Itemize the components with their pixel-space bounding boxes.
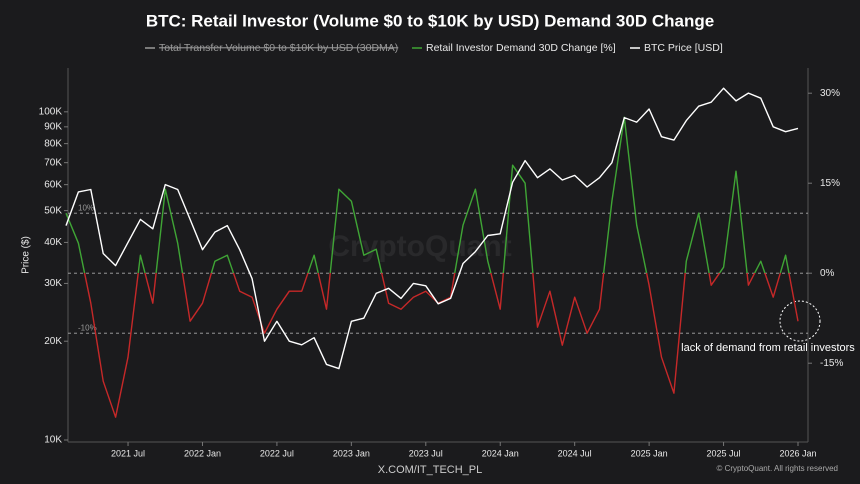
y-tick-label: 30K [44, 278, 62, 289]
y-tick-label: 40K [44, 237, 62, 248]
annotation: lack of demand from retail investors [681, 342, 855, 354]
reference-label: 10% [78, 203, 94, 212]
x-tick-label: 2024 Jul [558, 448, 592, 458]
x-tick-label: 2026 Jan [779, 448, 816, 458]
y-tick-label: 50K [44, 205, 62, 216]
y-tick-label: 60K [44, 179, 62, 190]
watermark: CryptoQuant [328, 230, 511, 263]
annotation-circle [779, 300, 821, 342]
x-tick-label: 2025 Jul [707, 448, 741, 458]
y-tick-label: 100K [39, 106, 63, 117]
x-tick-label: 2023 Jul [409, 448, 443, 458]
x-tick-label: 2022 Jan [184, 448, 221, 458]
y2-tick-label: 0% [820, 268, 835, 279]
y2-tick-label: 30% [820, 88, 840, 99]
y-tick-label: 70K [44, 157, 62, 168]
reference-label: -10% [78, 323, 97, 332]
series-line [65, 87, 799, 370]
chart-title: BTC: Retail Investor (Volume $0 to $10K … [146, 11, 714, 30]
y-axis-label: Price ($) [21, 236, 32, 274]
source: X.COM/IT_TECH_PL [378, 464, 483, 476]
y-tick-label: 20K [44, 336, 62, 347]
series-line [65, 116, 799, 418]
x-tick-label: 2021 Jul [111, 448, 145, 458]
legend-label: BTC Price [USD] [644, 42, 723, 54]
x-tick-label: 2024 Jan [482, 448, 519, 458]
y-tick-label: 10K [44, 435, 62, 446]
legend-label: Retail Investor Demand 30D Change [%] [426, 42, 616, 54]
y2-tick-label: 15% [820, 178, 840, 189]
x-tick-label: 2025 Jan [631, 448, 668, 458]
y-tick-label: 80K [44, 138, 62, 149]
legend-label: Total Transfer Volume $0 to $10K by USD … [159, 42, 398, 54]
x-tick-label: 2022 Jul [260, 448, 294, 458]
x-tick-label: 2023 Jan [333, 448, 370, 458]
copyright: © CryptoQuant. All rights reserved [717, 464, 839, 473]
y-tick-label: 90K [44, 121, 62, 132]
y2-tick-label: -15% [820, 358, 843, 369]
